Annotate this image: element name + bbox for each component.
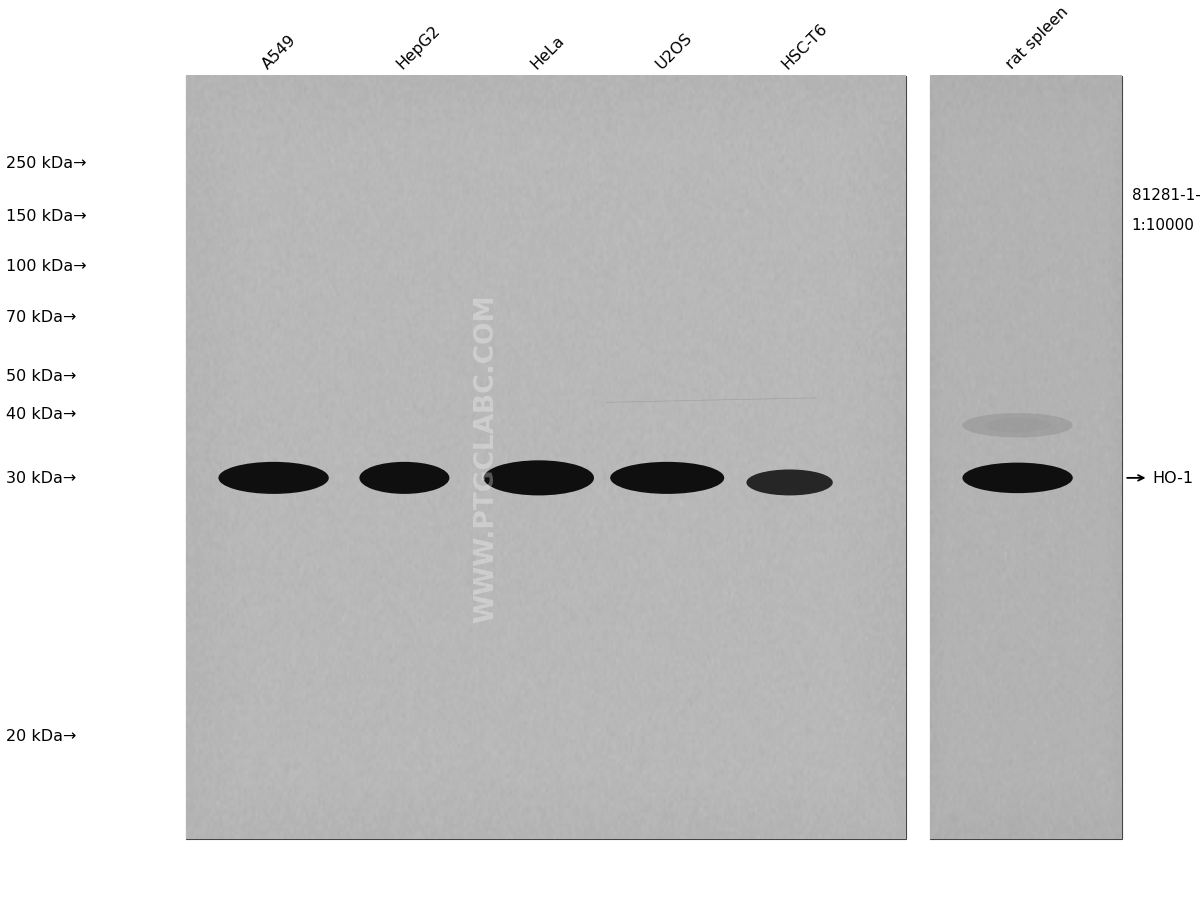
Text: HO-1: HO-1 [1152,471,1193,486]
Bar [930,77,1122,839]
Text: 100 kDa→: 100 kDa→ [6,259,86,274]
Ellipse shape [484,461,594,496]
Text: WWW.PTGCLABC.COM: WWW.PTGCLABC.COM [473,294,499,621]
Ellipse shape [773,478,806,488]
Text: HepG2: HepG2 [394,23,443,72]
Text: rat spleen: rat spleen [1003,5,1072,72]
Text: 30 kDa→: 30 kDa→ [6,471,77,486]
Ellipse shape [218,463,329,494]
Ellipse shape [962,413,1073,438]
Text: 70 kDa→: 70 kDa→ [6,309,77,324]
Text: 250 kDa→: 250 kDa→ [6,156,86,171]
Ellipse shape [979,467,1056,489]
Text: 1:10000: 1:10000 [1132,217,1194,233]
Text: A549: A549 [259,32,299,72]
Ellipse shape [644,472,690,484]
Text: HeLa: HeLa [528,32,568,72]
Text: 81281-1-RR: 81281-1-RR [1132,188,1200,202]
Text: 50 kDa→: 50 kDa→ [6,369,77,383]
Text: 150 kDa→: 150 kDa→ [6,208,86,224]
Ellipse shape [500,466,577,491]
Ellipse shape [760,474,820,492]
Text: 40 kDa→: 40 kDa→ [6,407,77,422]
Ellipse shape [962,463,1073,493]
Ellipse shape [373,467,436,490]
Ellipse shape [360,463,450,494]
Ellipse shape [252,472,295,484]
Ellipse shape [628,467,707,490]
Text: U2OS: U2OS [653,31,695,72]
Text: 20 kDa→: 20 kDa→ [6,728,77,742]
Text: HSC-T6: HSC-T6 [779,21,830,72]
Ellipse shape [235,467,312,490]
Ellipse shape [996,473,1039,484]
Ellipse shape [746,470,833,496]
Ellipse shape [517,472,560,485]
Bar [186,77,906,839]
Ellipse shape [611,463,725,494]
Ellipse shape [386,472,422,484]
Ellipse shape [984,419,1051,433]
